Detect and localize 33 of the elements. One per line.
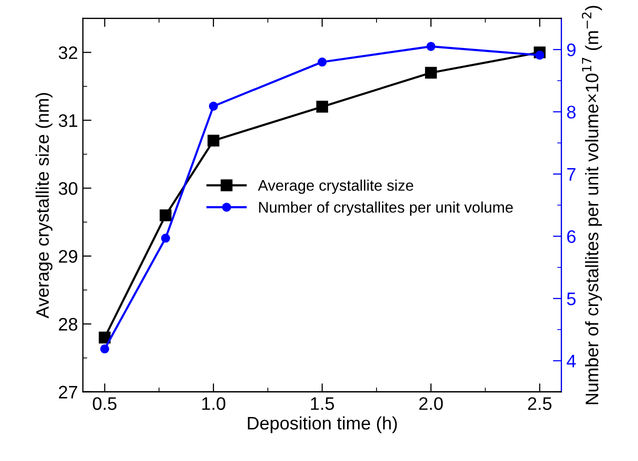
y-tick-label: 30: [58, 182, 78, 195]
point: [318, 57, 327, 67]
point: [208, 134, 220, 147]
point: [208, 102, 218, 111]
y2-axis-title: Number of crystallites per unit volume×10$^{17}$ (m$^{−2}$): [582, 6, 602, 404]
x-tick-label: 0.5: [92, 397, 116, 410]
x-tick-label: 1.5: [311, 397, 334, 410]
y-tick-label: 28: [58, 318, 78, 331]
x-axis-title: Deposition time (h): [248, 416, 397, 434]
y-tick-label: 29: [58, 250, 78, 263]
point: [426, 42, 436, 51]
x-tick-label: 2.5: [528, 397, 552, 410]
y-tick-label: 27: [58, 386, 78, 398]
point: [160, 209, 172, 222]
y-tick-label: 32: [58, 46, 78, 60]
point: [100, 344, 110, 354]
legend-label: Number of crystallites per unit volume: [259, 201, 513, 216]
y2-tick-label: 5: [567, 292, 576, 306]
point: [316, 100, 328, 113]
point: [425, 66, 437, 79]
y2-tick-label: 6: [567, 230, 576, 243]
y2-tick-label: 8: [567, 106, 576, 119]
y-axis-title: Average crystallite size (nm): [36, 93, 52, 318]
legend-label: Average crystallite size: [258, 180, 414, 194]
y2-tick-label: 7: [567, 168, 576, 181]
point: [535, 50, 544, 60]
y2-tick-label: 9: [567, 43, 576, 56]
y2-tick-label: 4: [566, 354, 576, 368]
point: [161, 234, 170, 243]
x-tick-label: 2.0: [419, 397, 443, 410]
x-tick-label: 1.0: [202, 397, 226, 410]
y-tick-label: 31: [58, 114, 78, 127]
point: [98, 332, 111, 344]
